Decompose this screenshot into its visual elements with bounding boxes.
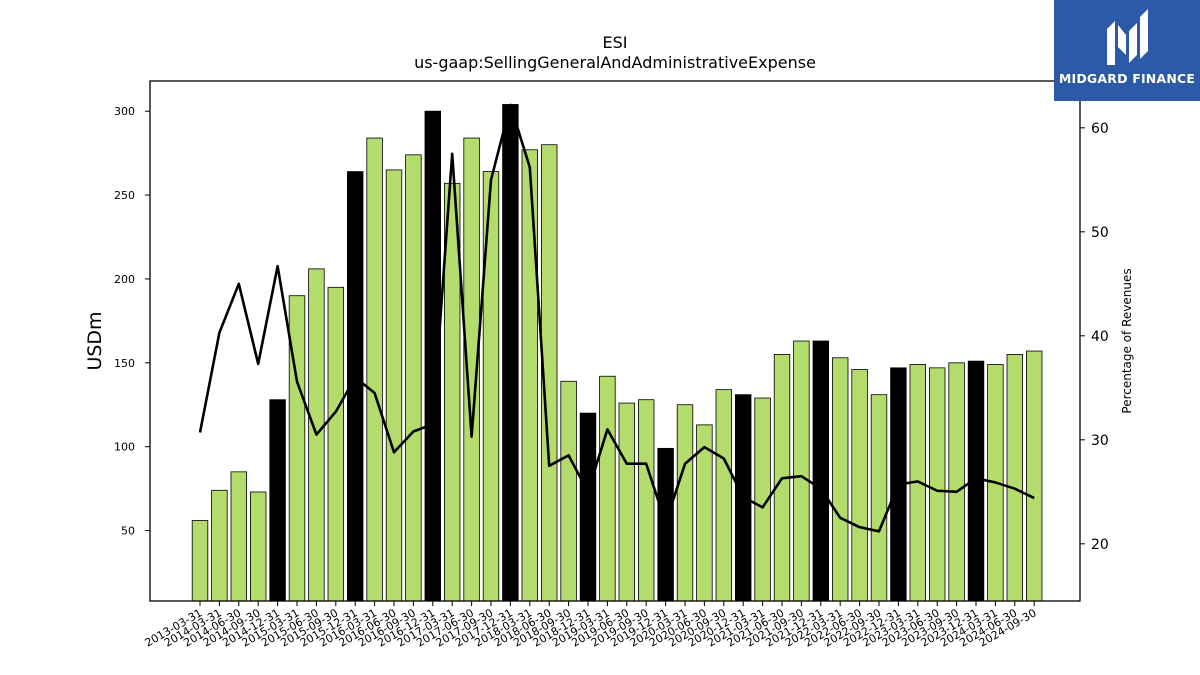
ratio-line [198, 103, 1035, 533]
bar [211, 489, 228, 602]
y-axis-label: USDm [84, 311, 106, 370]
y2-tick-label: 60 [1091, 121, 1109, 137]
bar [638, 399, 655, 602]
bar [599, 375, 616, 602]
bar [502, 104, 519, 602]
bar [715, 389, 733, 602]
y-tick-label: 250 [114, 189, 135, 202]
chart-title: ESI [603, 33, 628, 52]
y-tick-label: 300 [114, 105, 135, 118]
bar [269, 399, 286, 602]
bar [560, 380, 577, 602]
y-axis-left: 50 100 150 200 250 300 [114, 105, 150, 538]
y2-axis-label: Percentage of Revenues [1120, 268, 1134, 413]
y2-tick-label: 50 [1091, 225, 1109, 241]
bar [851, 369, 868, 602]
midgard-finance-logo: MIDGARD FINANCE [1054, 0, 1200, 101]
bar [929, 367, 946, 602]
y2-tick-label: 30 [1091, 433, 1109, 449]
bar [230, 471, 248, 602]
y2-tick-label: 40 [1091, 329, 1109, 345]
bar [793, 340, 810, 602]
bar [521, 149, 539, 602]
midgard-logo-icon [1107, 9, 1148, 65]
y2-tick-label: 20 [1091, 537, 1109, 553]
bar [870, 394, 888, 602]
y-axis-right: 20 30 40 50 60 [1080, 121, 1109, 553]
y-tick-label: 150 [114, 357, 135, 370]
bar [1006, 354, 1024, 602]
plot-frame [149, 80, 1081, 602]
y-tick-label: 100 [114, 441, 135, 454]
bar [579, 412, 597, 602]
bar-series [191, 104, 1043, 602]
bar [191, 520, 209, 602]
bar [618, 402, 636, 602]
chart-subtitle: us-gaap:SellingGeneralAndAdministrativeE… [414, 53, 816, 72]
ratio-line-series [198, 103, 1035, 533]
bar [1026, 350, 1043, 602]
bar [405, 154, 422, 602]
bar [948, 362, 965, 602]
y-tick-label: 50 [121, 525, 135, 538]
bar [676, 404, 694, 602]
x-axis: 2013-03-312014-03-312014-06-302014-09-30… [143, 601, 1039, 650]
bar [812, 340, 830, 602]
brand-name: MIDGARD FINANCE [1058, 71, 1196, 86]
bar [366, 137, 383, 602]
bar [657, 447, 674, 602]
bar [249, 491, 267, 602]
bar [832, 357, 849, 602]
bar [385, 169, 403, 602]
bar [327, 286, 345, 602]
y-tick-label: 200 [114, 273, 135, 286]
